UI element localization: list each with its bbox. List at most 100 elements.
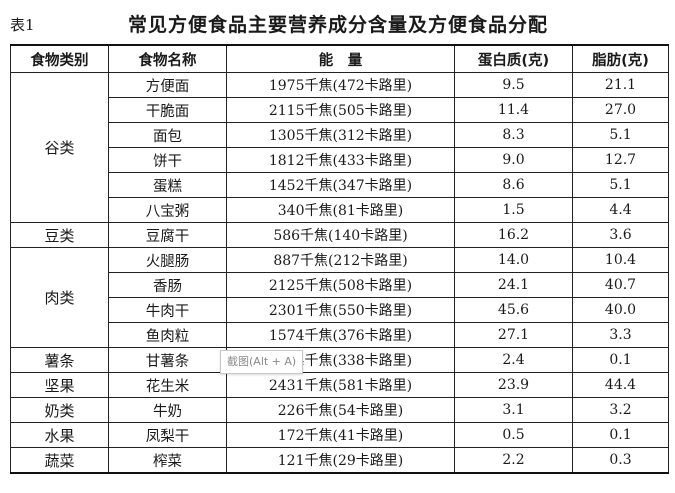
category-cell: 豆类 bbox=[10, 222, 109, 248]
fat-cell: 12.7 bbox=[572, 147, 669, 173]
protein-cell: 3.1 bbox=[454, 397, 573, 423]
fat-cell: 5.1 bbox=[572, 172, 669, 198]
food-name-cell: 面包 bbox=[108, 122, 227, 148]
category-cell: 肉类 bbox=[10, 247, 109, 348]
energy-cell: 1574千焦(376卡路里) bbox=[226, 322, 455, 348]
table-row: 薯条 甘薯条 1414千焦(338卡路里) 2.4 0.1 bbox=[10, 347, 669, 373]
food-name-cell: 方便面 bbox=[108, 72, 227, 98]
fat-cell: 10.4 bbox=[572, 247, 669, 273]
food-name-cell: 豆腐干 bbox=[108, 222, 227, 248]
energy-cell: 121千焦(29卡路里) bbox=[226, 447, 455, 474]
table-row: 水果 凤梨干 172千焦(41卡路里) 0.5 0.1 bbox=[10, 422, 669, 448]
table-row: 坚果 花生米 2431千焦(581卡路里) 23.9 44.4 bbox=[10, 372, 669, 398]
food-name-cell: 甘薯条 bbox=[108, 347, 227, 373]
protein-cell: 8.6 bbox=[454, 172, 573, 198]
energy-cell: 1812千焦(433卡路里) bbox=[226, 147, 455, 173]
category-cell: 谷类 bbox=[10, 72, 109, 223]
protein-cell: 14.0 bbox=[454, 247, 573, 273]
fat-cell: 44.4 bbox=[572, 372, 669, 398]
fat-cell: 3.6 bbox=[572, 222, 669, 248]
protein-cell: 27.1 bbox=[454, 322, 573, 348]
food-name-cell: 八宝粥 bbox=[108, 197, 227, 223]
food-name-cell: 蛋糕 bbox=[108, 172, 227, 198]
table-row: 饼干 1812千焦(433卡路里) 9.0 12.7 bbox=[11, 147, 669, 173]
energy-cell: 172千焦(41卡路里) bbox=[226, 422, 455, 448]
energy-cell: 2115千焦(505卡路里) bbox=[226, 97, 455, 123]
fat-cell: 3.2 bbox=[572, 397, 669, 423]
protein-cell: 2.2 bbox=[454, 447, 573, 474]
fat-cell: 27.0 bbox=[572, 97, 669, 123]
protein-cell: 16.2 bbox=[454, 222, 573, 248]
protein-cell: 8.3 bbox=[454, 122, 573, 148]
energy-cell: 586千焦(140卡路里) bbox=[226, 222, 455, 248]
table-row: 蔬菜 榨菜 121千焦(29卡路里) 2.2 0.3 bbox=[10, 447, 669, 474]
table-row: 干脆面 2115千焦(505卡路里) 11.4 27.0 bbox=[11, 97, 669, 123]
header-energy: 能 量 bbox=[226, 44, 455, 73]
food-name-cell: 火腿肠 bbox=[108, 247, 227, 273]
protein-cell: 45.6 bbox=[454, 297, 573, 323]
energy-cell: 226千焦(54卡路里) bbox=[226, 397, 455, 423]
fat-cell: 0.1 bbox=[572, 422, 669, 448]
food-name-cell: 凤梨干 bbox=[108, 422, 227, 448]
header-row: 食物类别 食物名称 能 量 蛋白质(克) 脂肪(克) bbox=[10, 44, 669, 73]
protein-cell: 23.9 bbox=[454, 372, 573, 398]
table-row: 豆类 豆腐干 586千焦(140卡路里) 16.2 3.6 bbox=[10, 222, 669, 248]
protein-cell: 24.1 bbox=[454, 272, 573, 298]
table-row: 谷类 方便面 1975千焦(472卡路里) 9.5 21.1 bbox=[10, 72, 669, 223]
protein-cell: 0.5 bbox=[454, 422, 573, 448]
table-body: 谷类 方便面 1975千焦(472卡路里) 9.5 21.1 干脆面 2115千焦(505卡… bbox=[10, 72, 669, 474]
table-row: 牛肉干 2301千焦(550卡路里) 45.6 40.0 bbox=[11, 297, 669, 323]
table-caption: 表1 常见方便食品主要营养成分含量及方便食品分配 bbox=[10, 8, 670, 38]
food-name-cell: 牛奶 bbox=[108, 397, 227, 423]
fat-cell: 40.0 bbox=[572, 297, 669, 323]
category-cell: 坚果 bbox=[10, 372, 109, 398]
food-name-cell: 鱼肉粒 bbox=[108, 322, 227, 348]
header-protein: 蛋白质(克) bbox=[454, 44, 573, 73]
energy-cell: 1452千焦(347卡路里) bbox=[226, 172, 455, 198]
food-name-cell: 榨菜 bbox=[108, 447, 227, 474]
protein-cell: 1.5 bbox=[454, 197, 573, 223]
protein-cell: 9.5 bbox=[454, 72, 573, 98]
energy-cell: 340千焦(81卡路里) bbox=[226, 197, 455, 223]
table-row: 八宝粥 340千焦(81卡路里) 1.5 4.4 bbox=[11, 197, 669, 223]
food-name-cell: 饼干 bbox=[108, 147, 227, 173]
table-row: 奶类 牛奶 226千焦(54卡路里) 3.1 3.2 bbox=[10, 397, 669, 423]
table-row: 面包 1305千焦(312卡路里) 8.3 5.1 bbox=[11, 122, 669, 148]
energy-cell: 2125千焦(508卡路里) bbox=[226, 272, 455, 298]
category-cell: 奶类 bbox=[10, 397, 109, 423]
nutrition-table: 食物类别 食物名称 能 量 蛋白质(克) 脂肪(克) 谷类 方便面 1975千焦(4… bbox=[10, 44, 669, 474]
header-food-name: 食物名称 bbox=[108, 44, 227, 73]
table-row: 鱼肉粒 1574千焦(376卡路里) 27.1 3.3 bbox=[11, 322, 669, 348]
header-category: 食物类别 bbox=[10, 44, 109, 73]
energy-cell: 887千焦(212卡路里) bbox=[226, 247, 455, 273]
energy-cell: 2301千焦(550卡路里) bbox=[226, 297, 455, 323]
fat-cell: 0.1 bbox=[572, 347, 669, 373]
energy-cell: 1975千焦(472卡路里) bbox=[226, 72, 455, 98]
category-cell: 蔬菜 bbox=[10, 447, 109, 474]
protein-cell: 11.4 bbox=[454, 97, 573, 123]
fat-cell: 0.3 bbox=[572, 447, 669, 474]
energy-cell: 1305千焦(312卡路里) bbox=[226, 122, 455, 148]
header-fat: 脂肪(克) bbox=[572, 44, 669, 73]
fat-cell: 3.3 bbox=[572, 322, 669, 348]
energy-cell: 2431千焦(581卡路里) bbox=[226, 372, 455, 398]
fat-cell: 40.7 bbox=[572, 272, 669, 298]
category-cell: 水果 bbox=[10, 422, 109, 448]
protein-cell: 2.4 bbox=[454, 347, 573, 373]
food-name-cell: 干脆面 bbox=[108, 97, 227, 123]
fat-cell: 5.1 bbox=[572, 122, 669, 148]
food-name-cell: 牛肉干 bbox=[108, 297, 227, 323]
table-row: 蛋糕 1452千焦(347卡路里) 8.6 5.1 bbox=[11, 172, 669, 198]
fat-cell: 4.4 bbox=[572, 197, 669, 223]
fat-cell: 21.1 bbox=[572, 72, 669, 98]
screenshot-tooltip: 截图(Alt + A) bbox=[220, 350, 304, 374]
food-name-cell: 花生米 bbox=[108, 372, 227, 398]
table-row: 香肠 2125千焦(508卡路里) 24.1 40.7 bbox=[11, 272, 669, 298]
table-title: 常见方便食品主要营养成分含量及方便食品分配 bbox=[128, 14, 549, 36]
protein-cell: 9.0 bbox=[454, 147, 573, 173]
table-number: 表1 bbox=[10, 16, 35, 34]
category-cell: 薯条 bbox=[10, 347, 109, 373]
food-name-cell: 香肠 bbox=[108, 272, 227, 298]
table-row: 肉类 火腿肠 887千焦(212卡路里) 14.0 10.4 bbox=[10, 247, 669, 348]
